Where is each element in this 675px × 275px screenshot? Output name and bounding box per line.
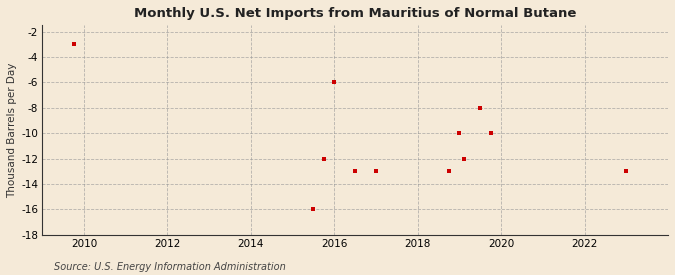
Y-axis label: Thousand Barrels per Day: Thousand Barrels per Day bbox=[7, 62, 17, 198]
Point bbox=[319, 156, 329, 161]
Point bbox=[443, 169, 454, 174]
Point bbox=[485, 131, 496, 135]
Point bbox=[454, 131, 465, 135]
Title: Monthly U.S. Net Imports from Mauritius of Normal Butane: Monthly U.S. Net Imports from Mauritius … bbox=[134, 7, 576, 20]
Point bbox=[308, 207, 319, 211]
Point bbox=[458, 156, 469, 161]
Text: Source: U.S. Energy Information Administration: Source: U.S. Energy Information Administ… bbox=[54, 262, 286, 272]
Point bbox=[329, 80, 340, 85]
Point bbox=[68, 42, 79, 46]
Point bbox=[371, 169, 381, 174]
Point bbox=[621, 169, 632, 174]
Point bbox=[350, 169, 360, 174]
Point bbox=[475, 106, 486, 110]
